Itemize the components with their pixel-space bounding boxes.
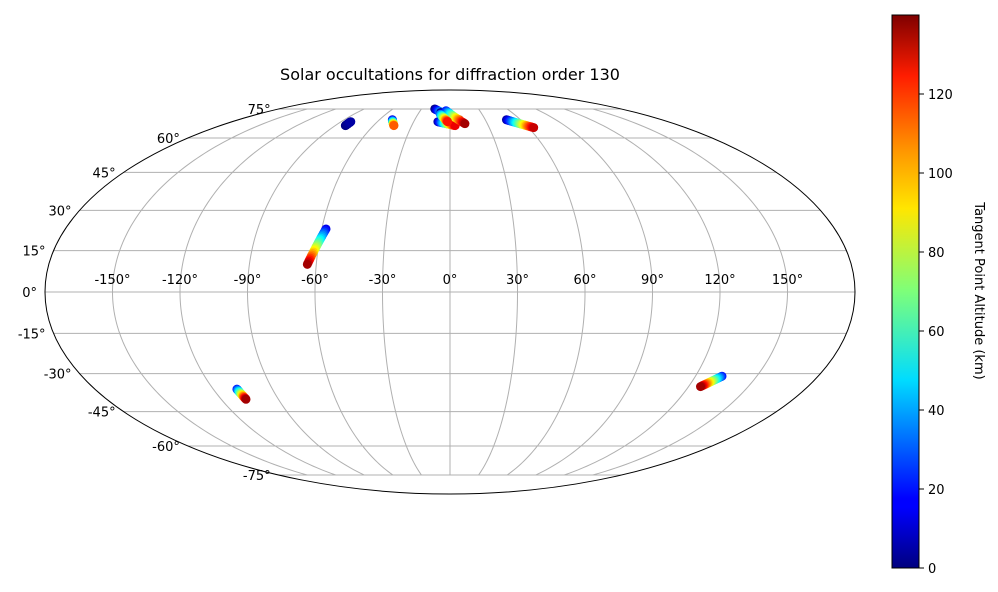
longitude-tick-label: -150° [94,273,130,288]
colorbar-tick-label: 60 [928,325,945,340]
colorbar-tick-label: 80 [928,246,945,261]
data-point [529,123,539,133]
colorbar [891,14,920,569]
colorbar-ticks: 0 20 40 60 80 100 120 [919,88,953,577]
colorbar-tick-label: 20 [928,483,945,498]
latitude-tick-label: -45° [88,406,116,421]
colorbar-tick-label: 100 [928,167,953,182]
longitude-tick-label: 30° [506,273,529,288]
latitude-tick-label: 60° [157,132,180,147]
graticule [45,108,855,476]
latitude-tick-label: -30° [44,368,72,383]
longitude-tick-label: 120° [704,273,735,288]
data-point [302,259,312,269]
colorbar-tick-label: 120 [928,88,953,103]
longitude-tick-label: -90° [234,273,262,288]
longitude-labels: -150° -120° -90° -60° -30° 0° 30° 60° 90° 120° 150… [94,273,803,288]
latitude-tick-label: 15° [23,245,46,260]
latitude-tick-label: 75° [248,103,271,118]
latitude-labels: 75° 60° 45° 30° 15° 0° -15° -30° -45° -60° -75° [18,103,271,484]
data-point [443,117,453,127]
latitude-tick-label: -60° [152,440,180,455]
longitude-tick-label: -60° [301,273,329,288]
longitude-tick-label: 60° [573,273,596,288]
longitude-tick-label: 90° [641,273,664,288]
longitude-tick-label: -120° [162,273,198,288]
latitude-tick-label: -75° [243,469,271,484]
latitude-tick-label: 0° [22,286,37,301]
data-point [696,382,706,392]
colorbar-tick-label: 0 [928,562,936,577]
map-boundary [44,89,856,495]
data-point [346,117,356,127]
data-point [460,119,470,129]
latitude-tick-label: 45° [93,166,116,181]
data-point [241,394,251,404]
longitude-tick-label: 150° [772,273,803,288]
latitude-tick-label: 30° [48,204,71,219]
colorbar-tick-label: 40 [928,404,945,419]
chart-title: Solar occultations for diffraction order… [280,65,620,84]
latitude-tick-label: -15° [18,327,46,342]
data-point [389,121,399,131]
colorbar-label: Tangent Point Altitude (km) [971,201,986,379]
data-points [232,104,727,404]
longitude-tick-label: 0° [443,273,458,288]
longitude-tick-label: -30° [369,273,397,288]
